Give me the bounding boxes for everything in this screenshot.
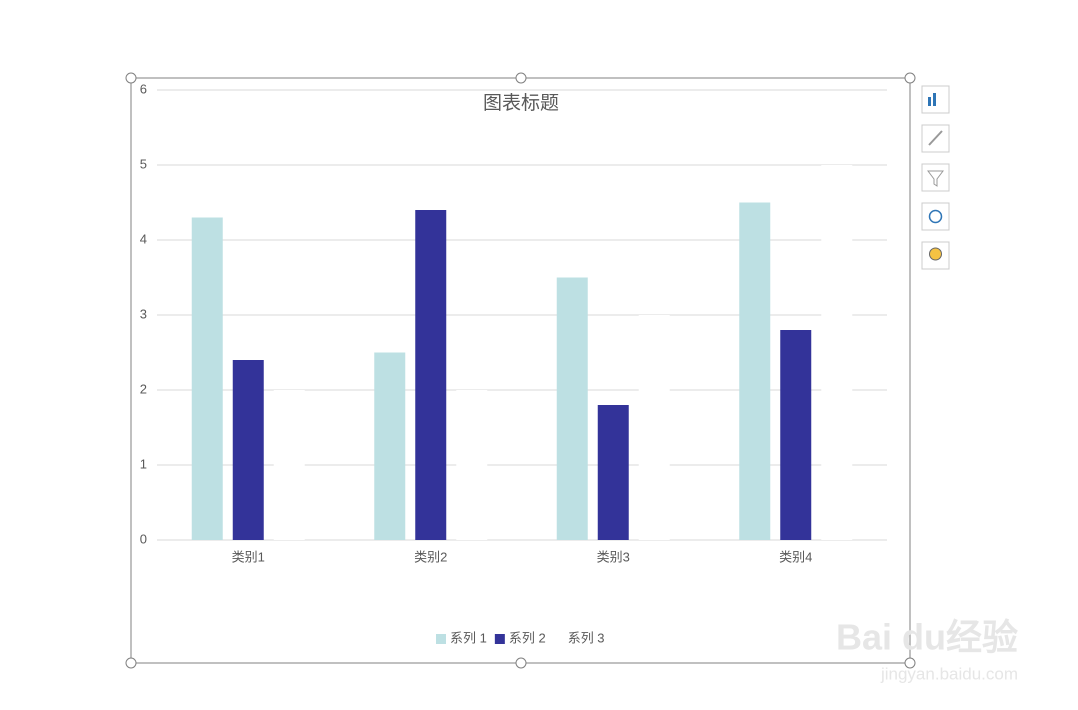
handle[interactable] [125,72,137,84]
legend-label: 系列 1 [450,630,487,645]
bar [232,360,264,540]
legend-swatch [494,634,505,644]
legend-swatch [553,634,564,644]
x-tick-label: 类别1 [232,549,265,564]
bar [556,277,588,540]
settings-button[interactable] [921,202,950,231]
x-tick-label: 类别4 [779,549,812,564]
handle[interactable] [515,72,527,84]
handle[interactable] [904,72,916,84]
watermark-url: jingyan.baidu.com [880,664,1018,683]
legend-swatch [436,634,446,644]
bar [374,352,406,540]
y-tick-label: 2 [140,381,147,396]
chart-title: 图表标题 [483,92,559,114]
x-tick-label: 类别2 [414,549,447,564]
bar [780,330,812,540]
y-tick-label: 3 [140,306,147,321]
bar [739,202,771,540]
bar [456,390,488,540]
watermark: Bai du经验 [836,617,1018,658]
handles[interactable] [125,72,916,669]
y-tick-label: 5 [140,156,147,171]
bar [638,315,670,540]
legend-label: 系列 2 [509,630,546,645]
chart-filters-button[interactable] [921,163,950,192]
y-tick-label: 1 [140,456,147,471]
y-tick-label: 0 [140,531,147,546]
y-tick-label: 4 [140,231,147,246]
y-tick-label: 6 [140,81,147,96]
legend-label: 系列 3 [568,630,605,645]
bar [273,390,305,540]
handle[interactable] [125,657,137,669]
x-tick-label: 类别3 [597,549,630,564]
handle[interactable] [515,657,527,669]
bar [415,210,447,540]
side-tools [921,85,950,270]
bar [821,165,853,540]
handle[interactable] [904,657,916,669]
bar [597,405,629,540]
bar [191,217,223,540]
